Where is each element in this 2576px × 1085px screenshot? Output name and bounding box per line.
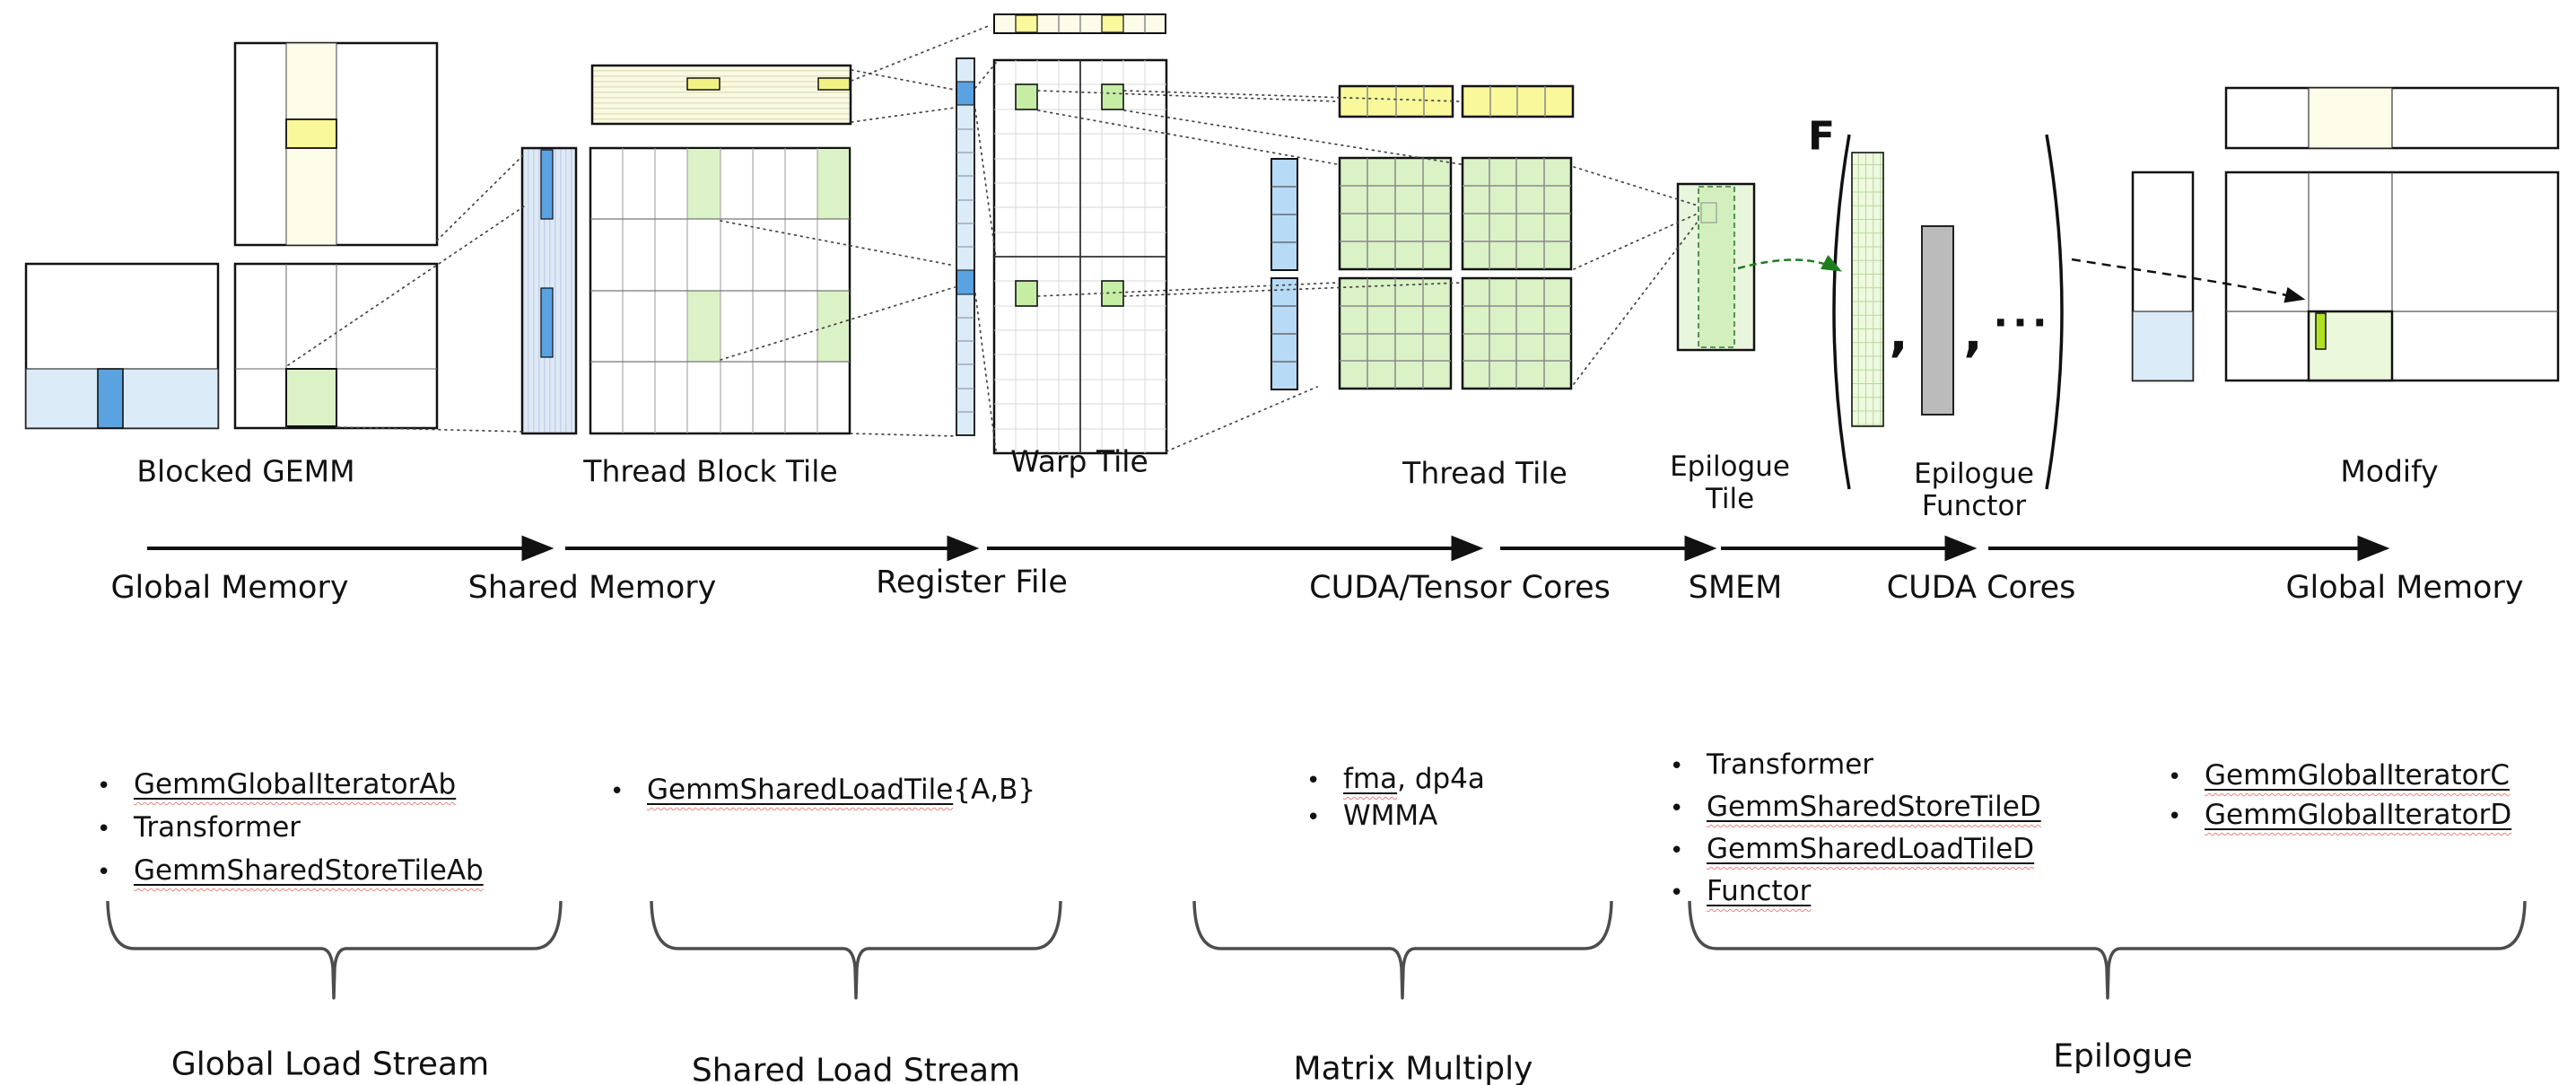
stage-label-warp-tile: Warp Tile	[1010, 443, 1148, 479]
bullet-icon: •	[97, 859, 111, 886]
functor-accum-column	[1851, 152, 1884, 427]
list-item: • Functor	[1670, 875, 1812, 907]
list-item: • GemmGlobalIteratorAb	[97, 768, 457, 801]
warp-thread-cell	[1101, 83, 1124, 110]
memory-label-register-file: Register File	[876, 564, 1068, 600]
bullet-icon: •	[1670, 795, 1684, 822]
register-fragment-1	[956, 81, 974, 106]
warp-cell	[817, 291, 849, 362]
blocked-gemm-figure	[24, 41, 578, 435]
stage-label-epilogue-functor-line1: Epilogue	[1914, 458, 2034, 490]
stream-label-matrix-multiply: Matrix Multiply	[1293, 1050, 1533, 1085]
stage-label-blocked-gemm: Blocked GEMM	[136, 453, 355, 489]
warp-b-cell	[1015, 14, 1038, 33]
list-item: • GemmGlobalIteratorC	[2168, 759, 2511, 792]
memory-label-smem: SMEM	[1688, 570, 1783, 606]
epilogue-tile-subcell	[1700, 202, 1717, 223]
warp-tile-figure	[992, 13, 1168, 455]
modify-updated-fragment	[2315, 312, 2327, 350]
warp-cell	[687, 149, 720, 219]
stage-label-thread-block-tile: Thread Block Tile	[583, 453, 838, 489]
memory-label-cuda-cores: CUDA Cores	[1886, 570, 2076, 606]
list-global-store: • GemmGlobalIteratorC • GemmGlobalIterat…	[2168, 759, 2511, 838]
brace-epilogue	[1688, 900, 2527, 1000]
warp-thread-cell	[1101, 280, 1124, 307]
stage-label-epilogue-functor-line2: Functor	[1921, 490, 2027, 522]
matrix-b-block	[285, 118, 337, 149]
bullet-icon: •	[2168, 803, 2182, 830]
thread-tile-figure	[1271, 84, 1575, 390]
bullet-icon: •	[97, 773, 111, 800]
modify-a-cell	[2132, 311, 2194, 381]
bullet-icon: •	[1670, 879, 1684, 906]
list-item: • Transformer	[97, 811, 301, 844]
stage-label-epilogue-tile-line2: Tile	[1705, 483, 1755, 515]
bullet-icon: •	[1670, 753, 1684, 780]
stream-label-global-load: Global Load Stream	[170, 1046, 490, 1083]
stream-label-shared-load: Shared Load Stream	[691, 1052, 1021, 1085]
smem-b-fragment-2	[817, 77, 851, 91]
bullet-icon: •	[97, 816, 111, 843]
warp-b-cell	[1101, 14, 1124, 33]
brace-matrix-multiply	[1192, 900, 1613, 1000]
smem-a-fragment-2	[540, 287, 554, 358]
list-item: • GemmSharedLoadTile{A,B}	[610, 774, 1036, 806]
memory-label-global-memory-left: Global Memory	[110, 570, 349, 606]
matrix-a-block	[97, 368, 124, 429]
smem-b-fragment-1	[686, 77, 720, 91]
epilogue-functor-figure	[1832, 134, 2064, 490]
functor-f-symbol: F	[1807, 113, 1836, 160]
list-item: • GemmSharedLoadTileD	[1670, 833, 2035, 865]
smem-b-tile-bar	[590, 64, 852, 126]
list-matrix-multiply: • fma, dp4a • WMMA	[1306, 763, 1485, 836]
dotted-connectors	[287, 24, 1698, 452]
warp-cell	[687, 291, 720, 362]
bullet-icon: •	[2168, 764, 2182, 791]
stage-label-modify: Modify	[2340, 453, 2439, 489]
list-item: • GemmSharedStoreTileAb	[97, 854, 484, 887]
list-global-load-stream: • GemmGlobalIteratorAb • Transformer • G…	[97, 768, 484, 897]
list-item: • Transformer	[1670, 748, 1874, 781]
register-fragment-2	[956, 269, 974, 295]
matrix-c-block	[285, 368, 337, 427]
list-item: • fma, dp4a	[1306, 763, 1485, 795]
bullet-icon: •	[1670, 837, 1684, 864]
functor-comma-1: ,	[1889, 304, 1908, 363]
stream-label-epilogue: Epilogue	[2053, 1037, 2193, 1075]
epilogue-green-arrow	[1737, 255, 1842, 272]
smem-a-fragment-1	[540, 149, 554, 220]
stage-label-thread-tile: Thread Tile	[1402, 455, 1567, 491]
bullet-icon: •	[610, 778, 624, 805]
warp-thread-cell	[1015, 280, 1038, 307]
functor-source-column	[1921, 225, 1954, 416]
memory-label-shared-memory: Shared Memory	[467, 570, 717, 606]
warp-cell	[817, 149, 849, 219]
thread-block-tile-figure	[589, 64, 852, 435]
list-item: • WMMA	[1306, 800, 1438, 832]
left-paren	[1832, 134, 1851, 490]
list-item: • GemmGlobalIteratorD	[2168, 799, 2512, 831]
memory-label-cuda-tensor-cores: CUDA/Tensor Cores	[1309, 570, 1611, 606]
modify-b-col-band	[2308, 87, 2393, 149]
stream-braces	[106, 900, 2527, 1000]
bullet-icon: •	[1306, 804, 1321, 831]
list-shared-load-stream: • GemmSharedLoadTile{A,B}	[610, 774, 1035, 817]
brace-global-load	[106, 900, 563, 1000]
functor-ellipsis: ···	[1993, 300, 2052, 346]
right-paren	[2045, 134, 2064, 490]
list-epilogue: • Transformer • GemmSharedStoreTileD • G…	[1670, 748, 2041, 917]
memory-label-global-memory-right: Global Memory	[2285, 570, 2524, 606]
stage-label-epilogue-tile-line1: Epilogue	[1670, 451, 1790, 483]
bullet-icon: •	[1306, 767, 1321, 794]
modify-figure	[2131, 86, 2560, 382]
list-item: • GemmSharedStoreTileD	[1670, 791, 2041, 823]
modify-dashed-arrow	[2071, 258, 2306, 303]
warp-thread-cell	[1015, 83, 1038, 110]
brace-shared-load	[650, 900, 1062, 1000]
register-file-column	[956, 57, 975, 436]
functor-comma-2: ,	[1963, 304, 1983, 363]
